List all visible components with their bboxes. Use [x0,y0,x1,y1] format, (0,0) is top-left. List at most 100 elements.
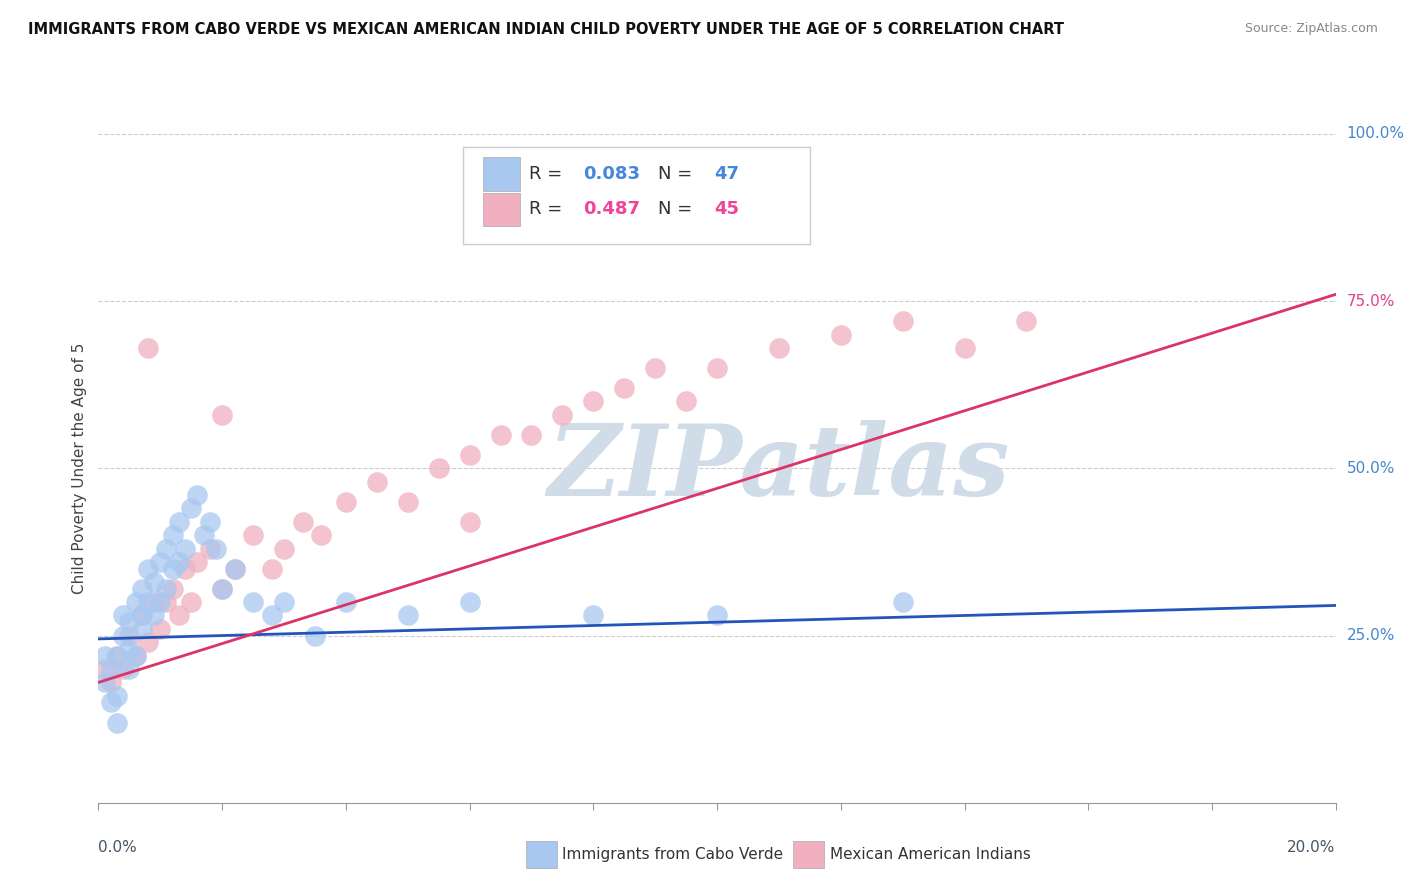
Text: 0.083: 0.083 [583,165,641,183]
Point [335,494,357,508]
Point [953,341,976,355]
Point [186,488,208,502]
Point [458,515,481,529]
Point [167,555,190,569]
Point [304,628,326,642]
Point [582,608,605,623]
Point [675,394,697,409]
Point [131,608,153,623]
Point [396,494,419,508]
Point [112,628,135,642]
Point [309,528,332,542]
Point [335,595,357,609]
Text: 25.0%: 25.0% [1347,628,1395,643]
Point [155,582,177,596]
Point [131,582,153,596]
FancyBboxPatch shape [464,147,810,244]
Point [198,515,221,529]
Point [211,582,233,596]
Point [143,595,166,609]
Point [613,381,636,395]
Point [149,595,172,609]
Point [136,341,159,355]
Point [149,555,172,569]
Point [131,608,153,623]
Point [260,608,283,623]
Text: 75.0%: 75.0% [1347,293,1395,309]
Point [186,555,208,569]
Point [291,515,314,529]
Point [458,595,481,609]
Point [118,642,141,657]
Text: 45: 45 [714,201,740,219]
Point [118,662,141,676]
Point [205,541,228,556]
Point [100,696,122,710]
Point [112,662,135,676]
Point [211,582,233,596]
Point [582,394,605,409]
Point [93,675,115,690]
Point [366,475,388,489]
Point [112,608,135,623]
Point [118,628,141,642]
Text: 47: 47 [714,165,740,183]
Point [224,562,246,576]
Point [830,327,852,342]
Point [242,528,264,542]
Point [224,562,246,576]
Point [273,541,295,556]
Text: Mexican American Indians: Mexican American Indians [830,847,1031,862]
Point [143,608,166,623]
Point [489,428,512,442]
Text: Source: ZipAtlas.com: Source: ZipAtlas.com [1244,22,1378,36]
Point [211,408,233,422]
FancyBboxPatch shape [484,157,520,191]
Text: N =: N = [658,165,697,183]
Point [193,528,215,542]
Point [131,622,153,636]
Point [149,622,172,636]
Text: 0.487: 0.487 [583,201,641,219]
Text: R =: R = [529,201,568,219]
Text: 0.0%: 0.0% [98,839,138,855]
Point [891,595,914,609]
Point [706,608,728,623]
Point [162,528,184,542]
Text: 20.0%: 20.0% [1288,839,1336,855]
Point [93,648,115,663]
Point [124,648,146,663]
Point [242,595,264,609]
Point [706,361,728,376]
Point [180,595,202,609]
Point [644,361,666,376]
Text: ZIPatlas: ZIPatlas [548,420,1010,516]
Point [260,562,283,576]
Point [768,341,790,355]
Point [167,608,190,623]
Point [124,648,146,663]
Point [891,314,914,328]
Point [162,562,184,576]
Point [551,408,574,422]
Point [105,689,128,703]
Text: 100.0%: 100.0% [1347,127,1405,141]
Point [105,715,128,730]
Point [100,675,122,690]
Point [396,608,419,623]
Text: R =: R = [529,165,568,183]
Point [143,575,166,590]
Point [105,648,128,663]
Point [136,562,159,576]
Point [167,515,190,529]
Point [458,448,481,462]
Point [1015,314,1038,328]
Point [105,648,128,663]
Point [124,595,146,609]
Point [427,461,450,475]
Point [273,595,295,609]
Point [155,595,177,609]
FancyBboxPatch shape [484,193,520,227]
Point [93,662,115,676]
Point [162,582,184,596]
